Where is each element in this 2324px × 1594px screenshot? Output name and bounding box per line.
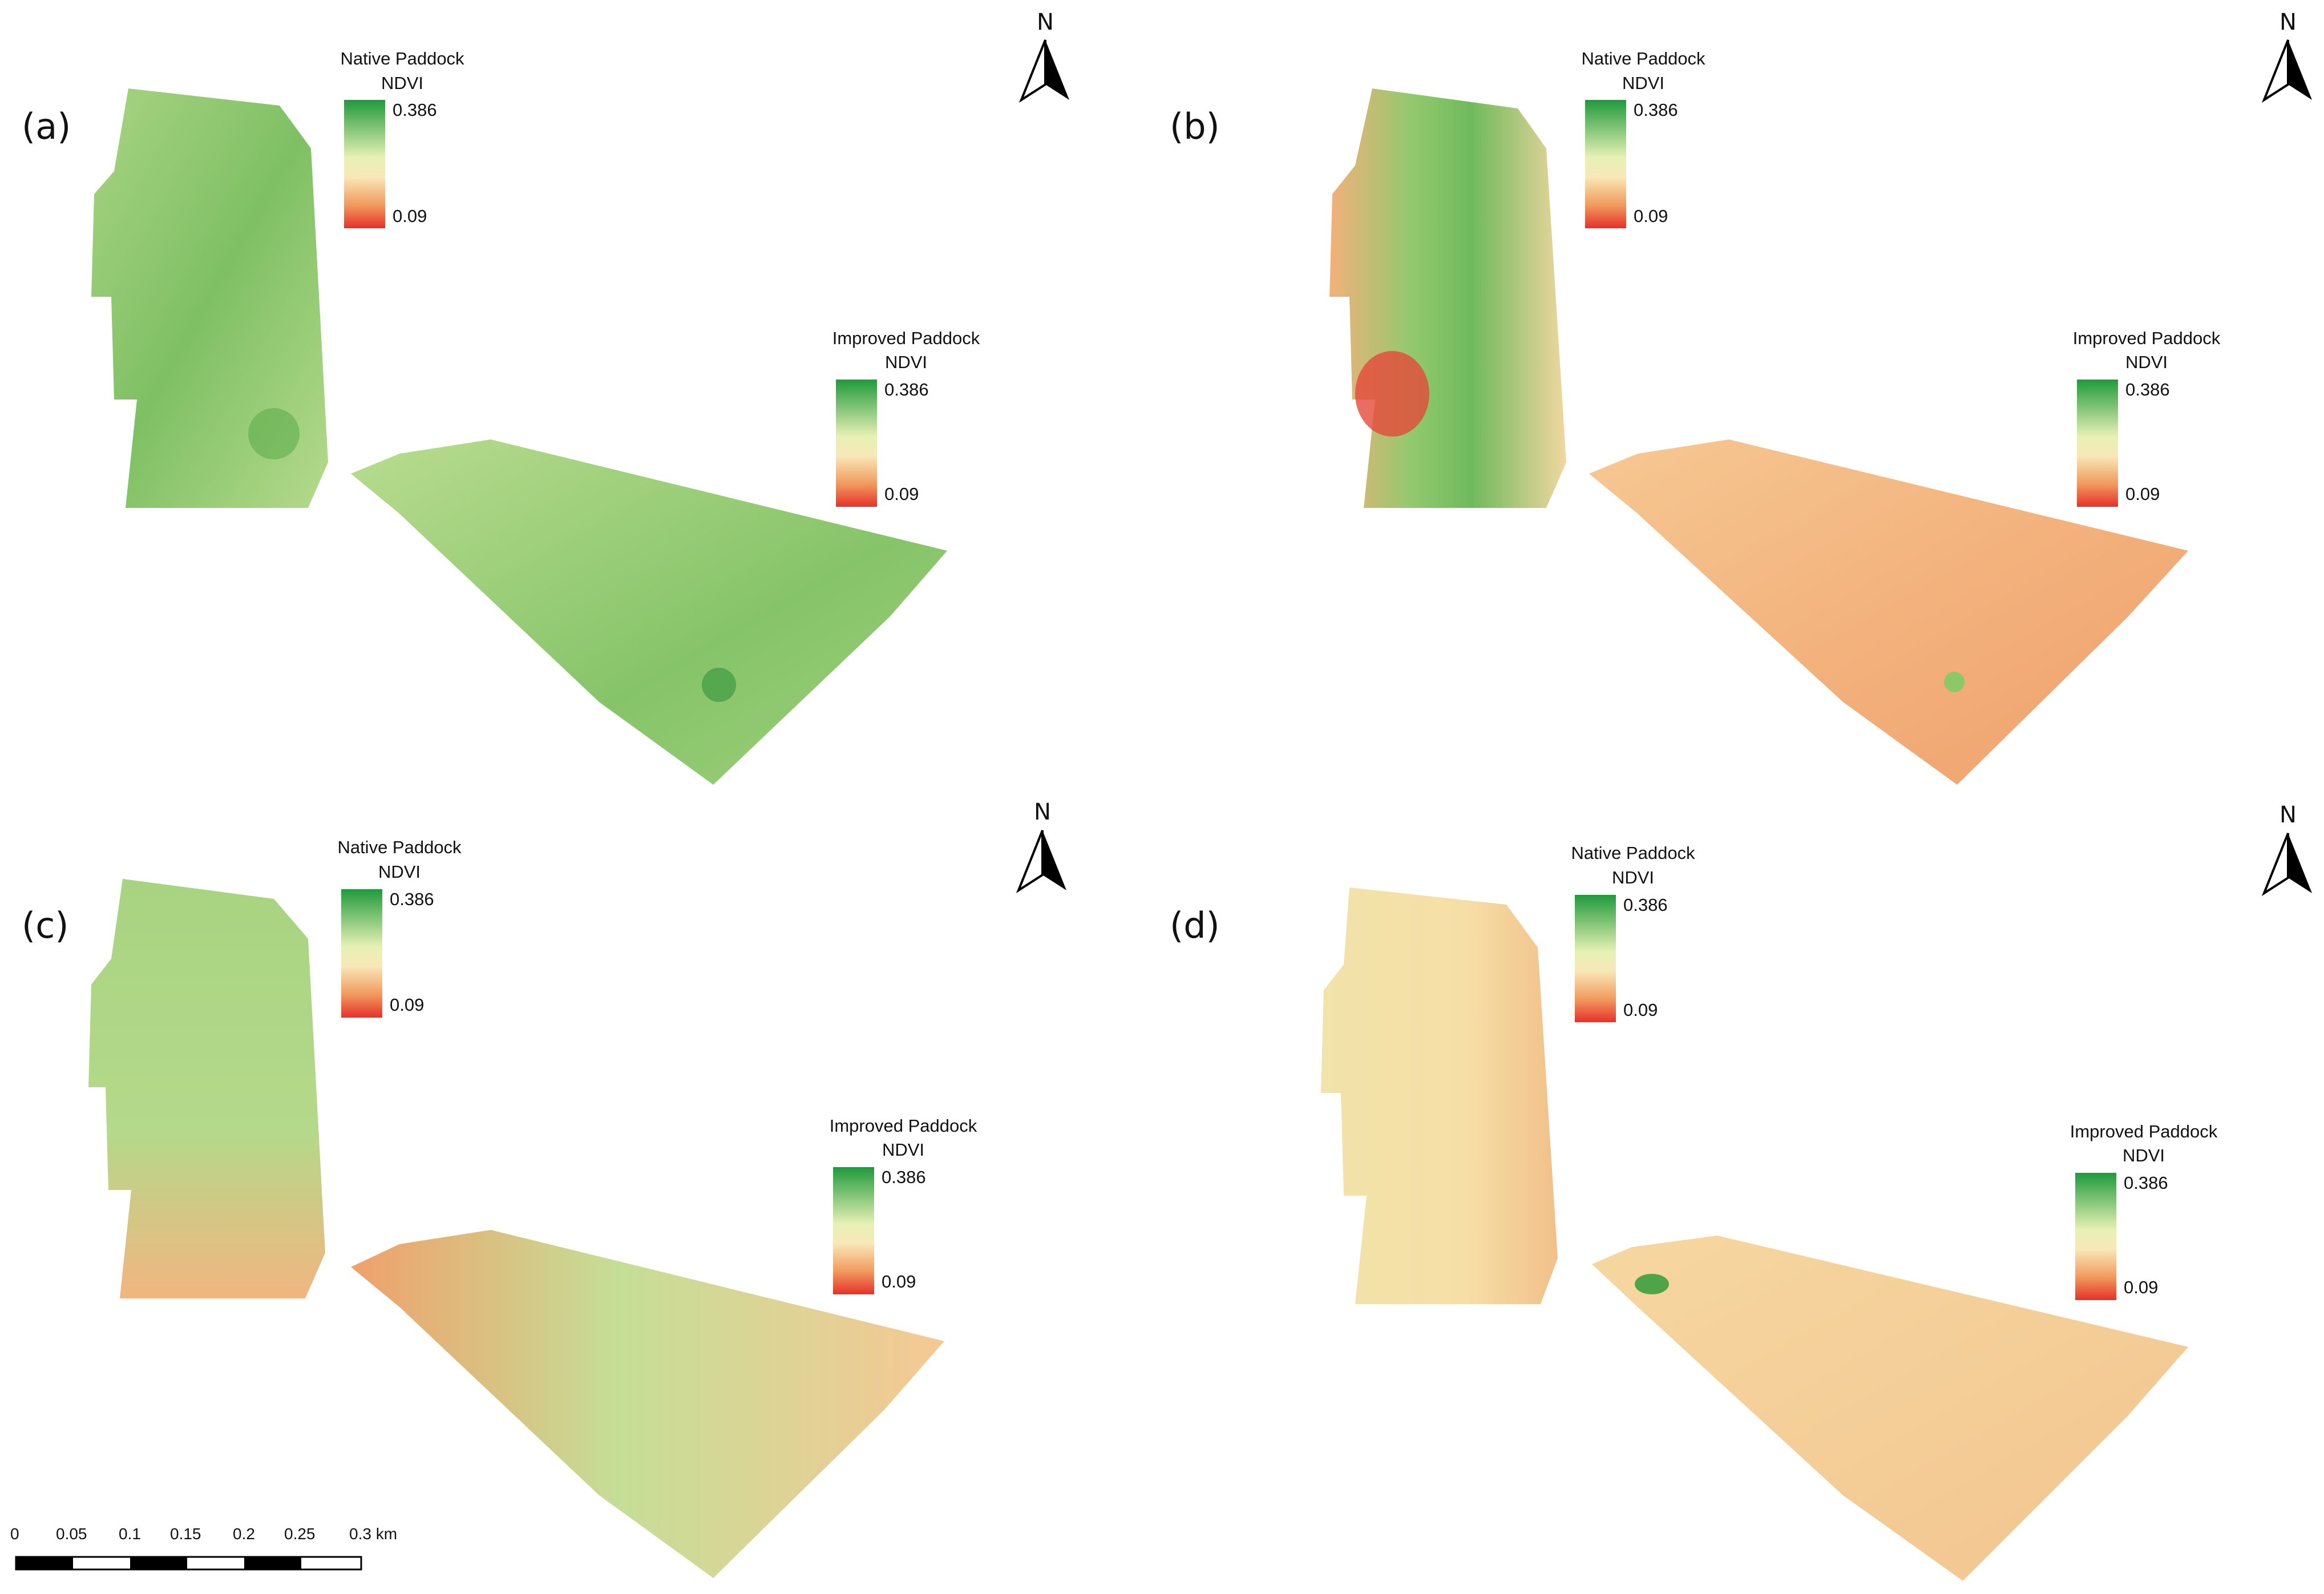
improved-paddock-map [351,1230,944,1578]
legend-index-native-b: NDVI [1622,73,1665,93]
north-arrow-icon [2261,833,2312,897]
vigour-patch [1944,672,1965,692]
legend-ramp-native-d [1575,895,1616,1022]
legend-ramp-improved-b [2077,380,2118,507]
legend-min-improved-c: 0.09 [882,1272,916,1292]
legend-ramp-improved-c [833,1167,874,1294]
north-label: N [2279,802,2297,828]
legend-index-native-a: NDVI [381,73,424,93]
legend-ramp-improved-d [2075,1173,2116,1300]
north-label: N [1037,9,1054,35]
legend-ramp-native-b [1585,100,1626,228]
legend-ramp-improved-a [836,380,877,507]
scale-tick-label: 0 [10,1525,19,1543]
legend-title-native-a: Native Paddock [340,49,464,68]
scale-tick-label: 0.2 [233,1525,255,1543]
legend-ramp-native-a [344,100,385,228]
legend-index-improved-c: NDVI [882,1140,925,1160]
vigour-patch [248,408,300,459]
legend-min-improved-d: 0.09 [2124,1277,2159,1297]
legend-index-improved-a: NDVI [884,352,928,372]
vigour-patch [702,668,736,702]
panel-b [1329,88,2188,785]
legend-max-native-a: 0.386 [393,100,437,120]
legend-max-improved-a: 0.386 [884,380,929,399]
legend-max-improved-b: 0.386 [2125,380,2170,399]
legend-min-native-d: 0.09 [1623,1000,1658,1020]
legend-index-native-d: NDVI [1611,867,1655,887]
legend-index-native-c: NDVI [378,862,421,882]
legend-ramp-native-c [341,889,382,1018]
low-ndvi-patch [1355,351,1429,437]
north-label: N [1034,799,1051,825]
scale-bar [15,1556,362,1571]
native-paddock-map [91,88,328,508]
panel-c [88,879,944,1578]
legend-title-improved-d: Improved Paddock [2070,1121,2218,1141]
panel-d [1321,887,2188,1581]
legend-min-improved-b: 0.09 [2125,484,2160,504]
native-paddock-map [1321,887,1558,1304]
north-label: N [2279,9,2297,35]
panel-label-c: (c) [22,905,69,946]
legend-title-native-c: Native Paddock [337,837,462,857]
native-paddock-map [1329,88,1566,508]
legend-max-native-d: 0.386 [1623,895,1668,915]
improved-paddock-map [1589,439,2188,785]
native-paddock-map [88,879,325,1298]
legend-min-native-a: 0.09 [393,206,427,226]
legend-max-improved-d: 0.386 [2124,1173,2168,1193]
improved-paddock-map [351,439,947,785]
legend-min-improved-a: 0.09 [884,484,919,504]
scale-tick-label: 0.15 [170,1525,201,1543]
legend-title-improved-a: Improved Paddock [832,328,980,348]
legend-title-native-b: Native Paddock [1581,49,1705,68]
legend-min-native-b: 0.09 [1634,206,1668,226]
scale-tick-label: 0.3 km [349,1525,398,1543]
legend-max-native-c: 0.386 [390,889,434,909]
scale-tick-label: 0.1 [119,1525,141,1543]
north-arrow-icon [2261,39,2312,103]
legend-index-improved-d: NDVI [2122,1145,2165,1165]
vigour-patch [1635,1274,1669,1294]
improved-paddock-map [1592,1236,2188,1581]
legend-max-improved-c: 0.386 [882,1167,926,1187]
legend-min-native-c: 0.09 [390,995,425,1015]
legend-max-native-b: 0.386 [1634,100,1678,120]
panel-label-d: (d) [1170,905,1220,946]
scale-tick-label: 0.05 [56,1525,87,1543]
north-arrow-icon [1016,830,1066,894]
legend-title-improved-c: Improved Paddock [829,1116,977,1136]
panel-label-b: (b) [1170,106,1220,147]
north-arrow-icon [1018,39,1069,103]
scale-tick-label: 0.25 [284,1525,316,1543]
legend-index-improved-b: NDVI [2125,352,2168,372]
legend-title-improved-b: Improved Paddock [2072,328,2221,348]
panel-label-a: (a) [22,106,71,147]
panel-a [91,88,947,785]
legend-title-native-d: Native Paddock [1571,843,1695,863]
